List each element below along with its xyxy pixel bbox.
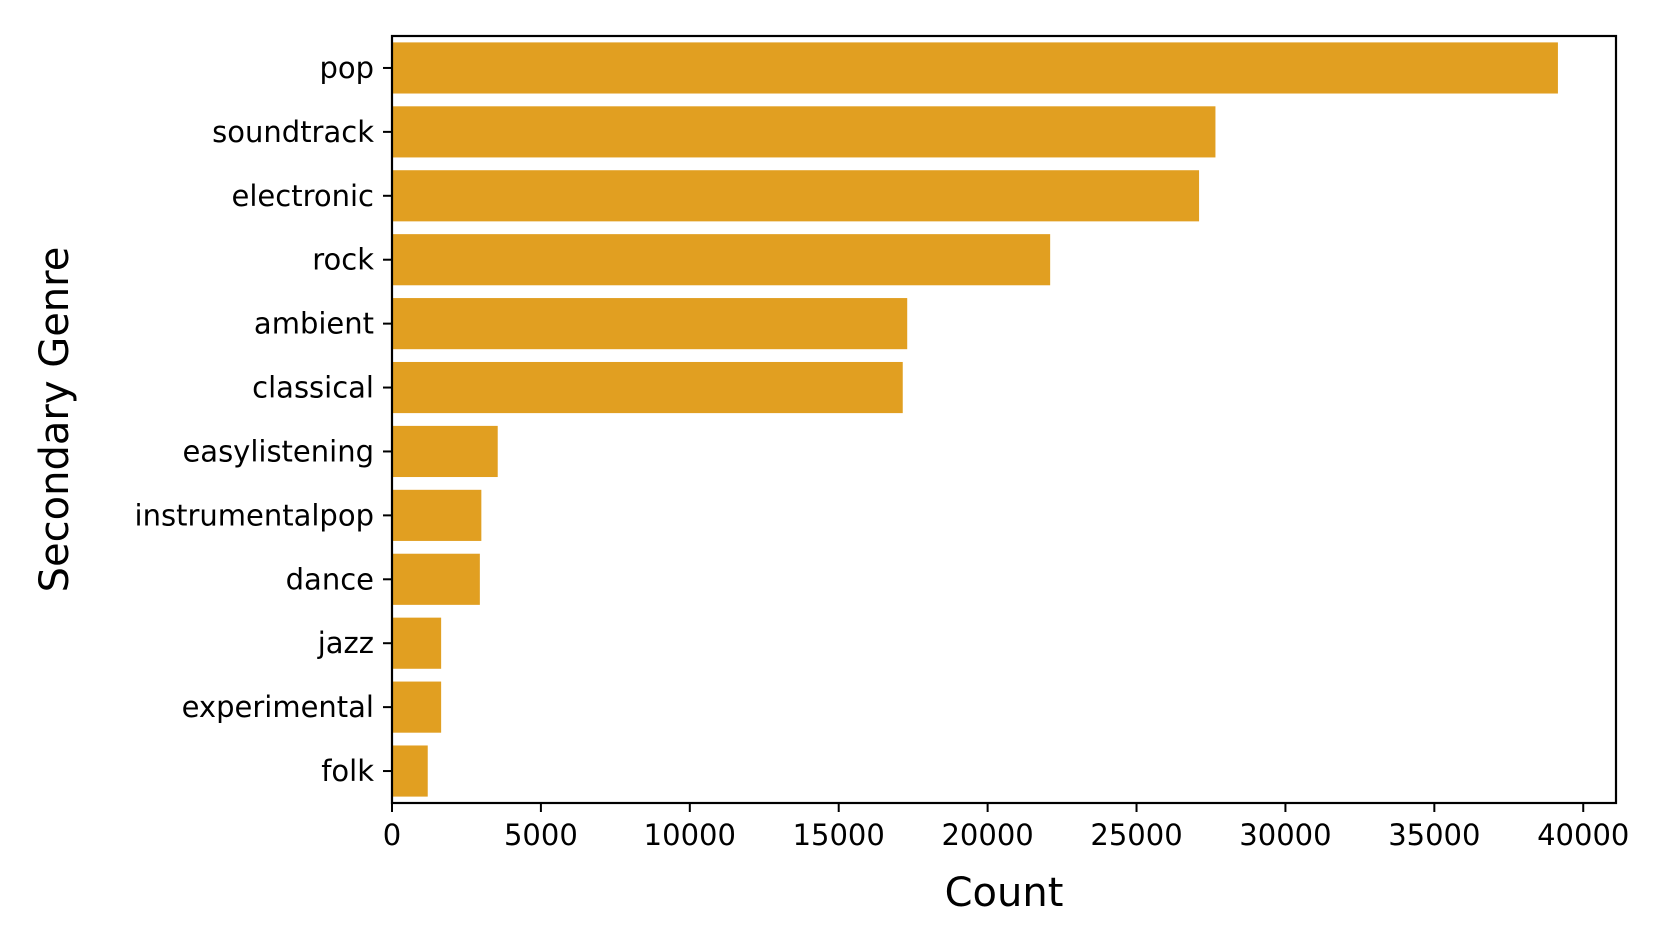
bar-soundtrack — [392, 106, 1216, 158]
plot-frame — [390, 34, 1618, 805]
x-axis-ticks: 0 5000 10000 15000 20000 25000 30000 35000 40000 — [383, 803, 1629, 852]
x-tick-label: 20000 — [941, 818, 1033, 852]
x-tick-label: 35000 — [1388, 818, 1480, 852]
y-tick-label: ambient — [254, 307, 374, 341]
y-tick-label: classical — [252, 371, 374, 405]
x-tick-label: 15000 — [793, 818, 885, 852]
bar-classical — [392, 361, 903, 414]
bar-instrumentalpop — [392, 489, 482, 541]
bar-electronic — [392, 170, 1200, 222]
bars-group — [392, 42, 1558, 797]
x-tick-label: 0 — [383, 818, 401, 852]
bar-jazz — [392, 617, 442, 669]
x-tick-label: 40000 — [1537, 818, 1629, 852]
y-tick-label: experimental — [182, 690, 374, 724]
y-tick-label: soundtrack — [212, 115, 374, 149]
bar-ambient — [392, 298, 908, 350]
x-tick-label: 5000 — [504, 818, 578, 852]
bar-dance — [392, 553, 480, 605]
y-tick-label: easylistening — [182, 434, 374, 468]
x-tick-label: 10000 — [644, 818, 736, 852]
bar-experimental — [392, 681, 442, 733]
bar-easylistening — [392, 425, 498, 478]
y-axis-title: Secondary Genre — [32, 247, 78, 593]
x-axis-title: Count — [945, 870, 1064, 916]
x-tick-label: 30000 — [1239, 818, 1331, 852]
bar-folk — [392, 745, 428, 797]
y-tick-label: dance — [286, 562, 374, 596]
y-tick-label: rock — [312, 243, 374, 277]
bar-rock — [392, 234, 1051, 286]
y-axis-ticks: pop soundtrack electronic rock ambient classi… — [135, 51, 392, 788]
y-tick-label: folk — [321, 754, 374, 788]
y-tick-label: jazz — [317, 626, 374, 660]
bar-pop — [392, 42, 1558, 94]
y-tick-label: electronic — [232, 179, 374, 213]
y-tick-label: pop — [319, 51, 374, 85]
y-tick-label: instrumentalpop — [135, 498, 374, 532]
x-tick-label: 25000 — [1090, 818, 1182, 852]
